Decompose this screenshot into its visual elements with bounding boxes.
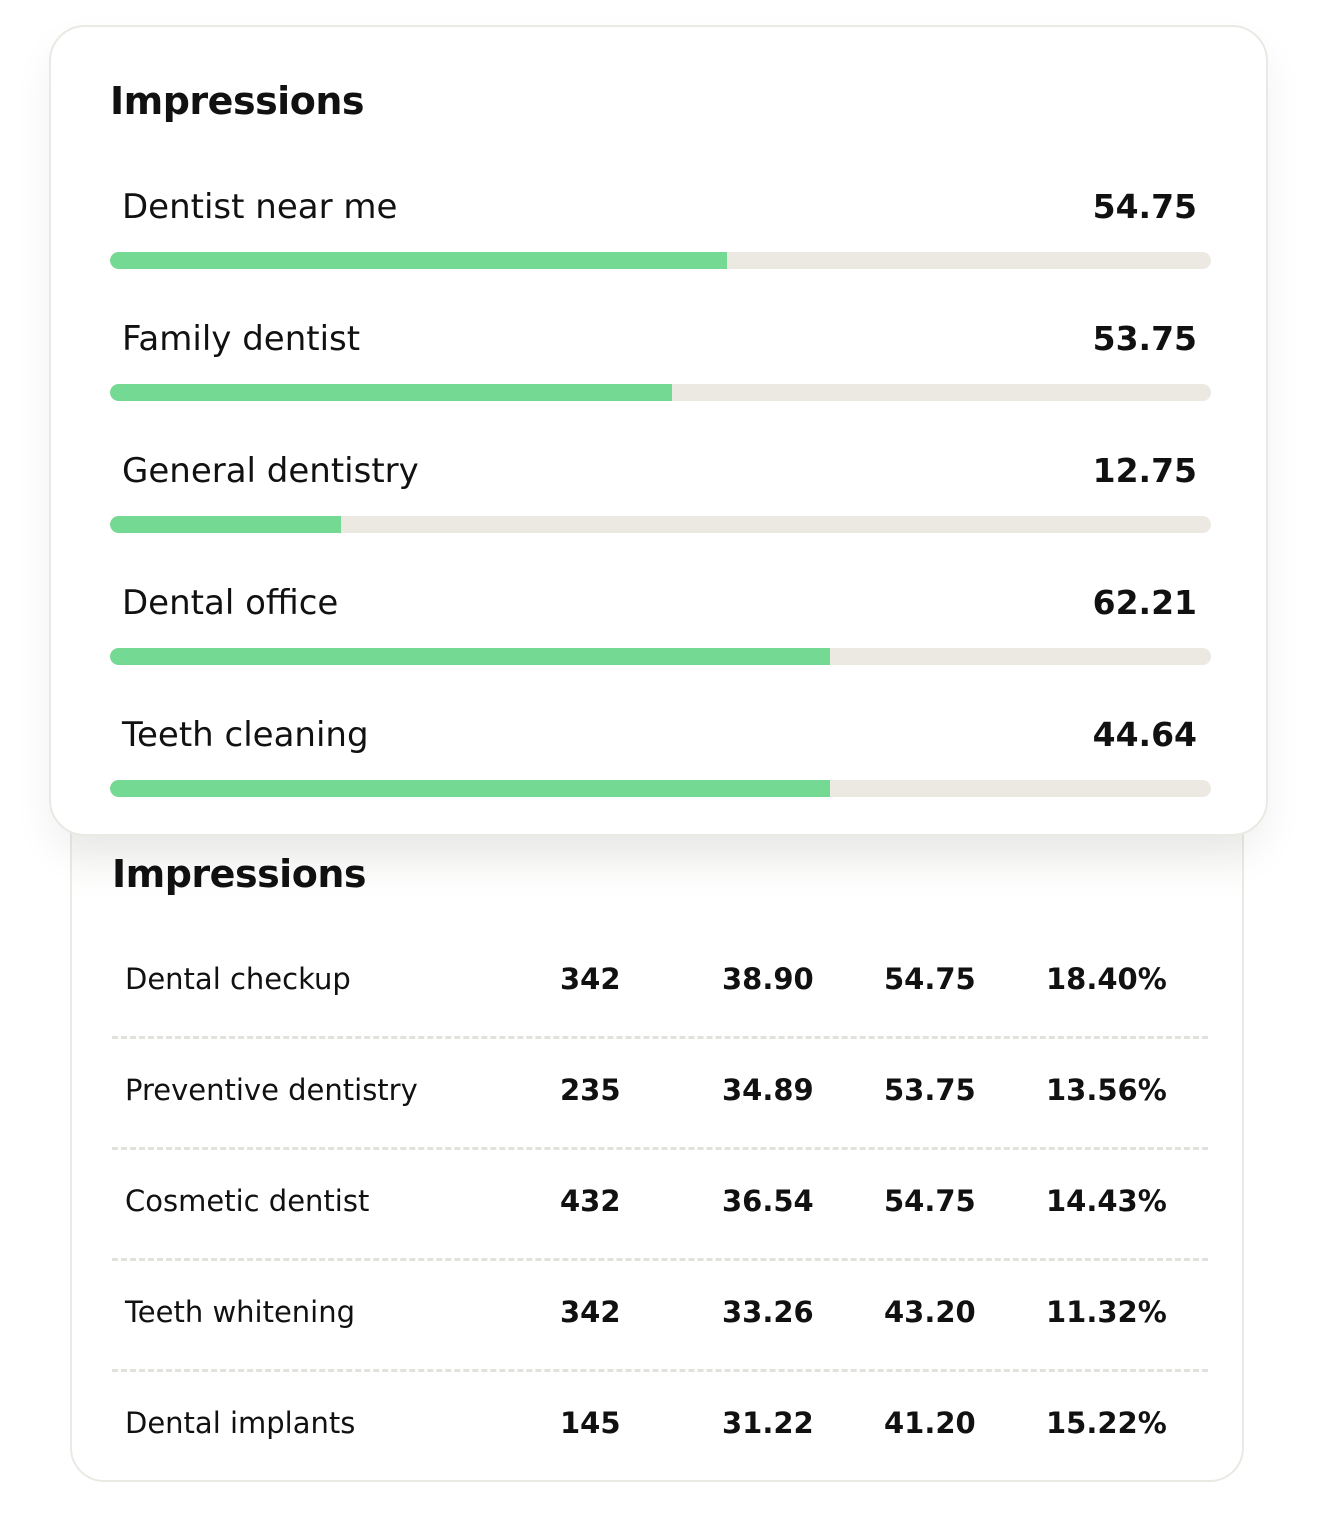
table-cell-value: 33.26 bbox=[722, 1295, 814, 1329]
progress-track bbox=[110, 516, 1211, 533]
keyword-progress-row: Dentist near me 54.75 bbox=[110, 187, 1211, 307]
table-cell-value: 54.75 bbox=[884, 962, 976, 996]
row-divider bbox=[112, 1369, 1208, 1372]
table-row: Dental checkup 342 38.90 54.75 18.40% bbox=[112, 962, 1208, 1073]
table-cell-value: 31.22 bbox=[722, 1406, 814, 1440]
progress-fill bbox=[110, 384, 672, 401]
table-cell-value: 41.20 bbox=[884, 1406, 976, 1440]
progress-track bbox=[110, 252, 1211, 269]
keyword-value: 12.75 bbox=[1092, 451, 1197, 490]
progress-fill bbox=[110, 516, 342, 533]
table-cell-value: 18.40% bbox=[1046, 962, 1167, 996]
row-divider bbox=[112, 1258, 1208, 1261]
progress-track bbox=[110, 384, 1211, 401]
keyword-label: Teeth cleaning bbox=[122, 715, 369, 755]
table-title: Impressions bbox=[112, 852, 367, 896]
table-row: Preventive dentistry 235 34.89 53.75 13.56% bbox=[112, 1073, 1208, 1184]
progress-track bbox=[110, 780, 1211, 797]
progress-fill bbox=[110, 252, 727, 269]
table-cell-value: 432 bbox=[560, 1184, 621, 1218]
table-cell-keyword: Dental implants bbox=[125, 1406, 356, 1440]
keyword-value: 44.64 bbox=[1092, 715, 1197, 754]
card-title: Impressions bbox=[110, 79, 365, 123]
keyword-label: Dentist near me bbox=[122, 187, 398, 227]
table-cell-value: 11.32% bbox=[1046, 1295, 1167, 1329]
progress-fill bbox=[110, 780, 831, 797]
keyword-value: 62.21 bbox=[1092, 583, 1197, 622]
progress-fill bbox=[110, 648, 831, 665]
table-cell-value: 342 bbox=[560, 962, 621, 996]
table-cell-value: 145 bbox=[560, 1406, 621, 1440]
table-cell-value: 15.22% bbox=[1046, 1406, 1167, 1440]
impressions-bars-card: Impressions Dentist near me 54.75 Family… bbox=[49, 25, 1268, 836]
table-cell-value: 235 bbox=[560, 1073, 621, 1107]
keyword-progress-row: Family dentist 53.75 bbox=[110, 319, 1211, 439]
row-divider bbox=[112, 1147, 1208, 1150]
keyword-progress-row: Teeth cleaning 44.64 bbox=[110, 715, 1211, 835]
keyword-value: 54.75 bbox=[1092, 187, 1197, 226]
keyword-label: Family dentist bbox=[122, 319, 361, 359]
keyword-label: General dentistry bbox=[122, 451, 419, 491]
table-cell-value: 36.54 bbox=[722, 1184, 814, 1218]
table-cell-value: 13.56% bbox=[1046, 1073, 1167, 1107]
keyword-progress-row: Dental office 62.21 bbox=[110, 583, 1211, 703]
keyword-label: Dental office bbox=[122, 583, 339, 623]
row-divider bbox=[112, 1036, 1208, 1039]
table-cell-value: 38.90 bbox=[722, 962, 814, 996]
table-cell-value: 43.20 bbox=[884, 1295, 976, 1329]
table-row: Dental implants 145 31.22 41.20 15.22% bbox=[112, 1406, 1208, 1517]
table-cell-value: 53.75 bbox=[884, 1073, 976, 1107]
keywords-table-card: Impressions Dental checkup 342 38.90 54.75 1… bbox=[70, 780, 1244, 1482]
table-cell-value: 34.89 bbox=[722, 1073, 814, 1107]
table-cell-keyword: Teeth whitening bbox=[125, 1295, 356, 1329]
table-cell-keyword: Dental checkup bbox=[125, 962, 351, 996]
table-cell-value: 342 bbox=[560, 1295, 621, 1329]
keyword-progress-row: General dentistry 12.75 bbox=[110, 451, 1211, 571]
table-cell-keyword: Preventive dentistry bbox=[125, 1073, 418, 1107]
table-cell-value: 14.43% bbox=[1046, 1184, 1167, 1218]
keyword-value: 53.75 bbox=[1092, 319, 1197, 358]
table-row: Cosmetic dentist 432 36.54 54.75 14.43% bbox=[112, 1184, 1208, 1295]
table-row: Teeth whitening 342 33.26 43.20 11.32% bbox=[112, 1295, 1208, 1406]
table-cell-value: 54.75 bbox=[884, 1184, 976, 1218]
table-cell-keyword: Cosmetic dentist bbox=[125, 1184, 370, 1218]
progress-track bbox=[110, 648, 1211, 665]
